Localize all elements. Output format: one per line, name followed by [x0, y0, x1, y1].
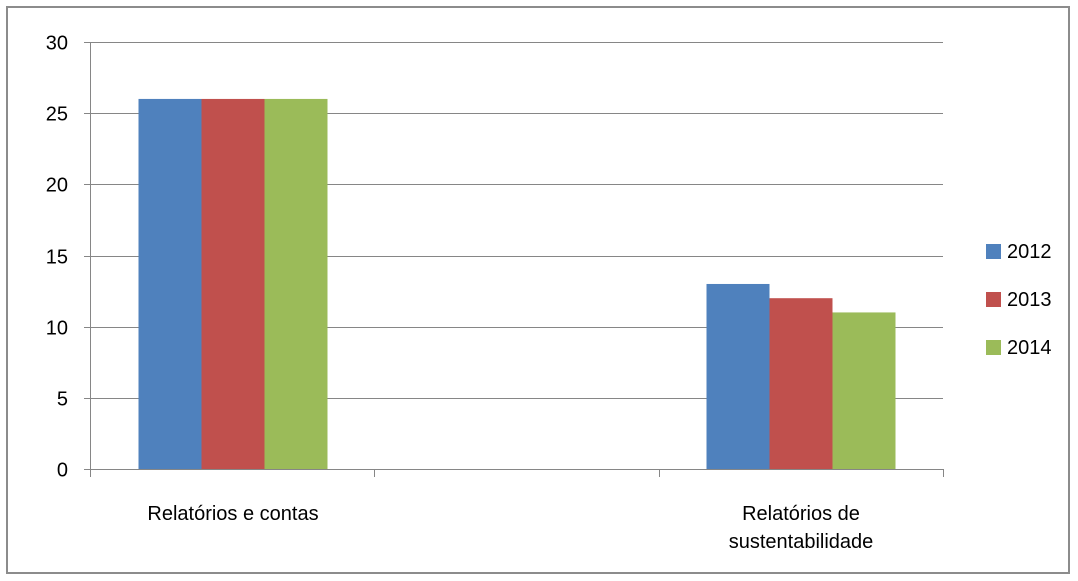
bars	[138, 98, 896, 469]
legend-label-2012: 2012	[1007, 241, 1052, 263]
axes: 0 5 10 15 20 25 30 Relatórios e contas Relatório…	[46, 33, 944, 553]
bar-2014-1	[832, 312, 896, 469]
legend-label-2013: 2013	[1007, 289, 1052, 311]
y-tick-label: 20	[46, 175, 68, 197]
category-label: Relatórios de	[742, 503, 860, 525]
bar-2013-0	[201, 98, 265, 469]
bar-2013-1	[769, 298, 833, 469]
bar-2012-0	[138, 98, 202, 469]
category-label: Relatórios e contas	[147, 503, 318, 525]
bar-2012-1	[706, 283, 770, 469]
legend: 2012 2013 2014	[986, 241, 1052, 359]
y-tick-label: 5	[57, 389, 68, 411]
legend-swatch-2014	[986, 340, 1001, 355]
bar-2014-0	[264, 98, 328, 469]
y-tick-label: 10	[46, 318, 68, 340]
y-tick-label: 25	[46, 104, 68, 126]
y-tick-label: 15	[46, 247, 68, 269]
legend-swatch-2012	[986, 244, 1001, 259]
category-label: sustentabilidade	[729, 531, 874, 553]
legend-label-2014: 2014	[1007, 337, 1052, 359]
y-tick-label: 30	[46, 33, 68, 55]
y-tick-label: 0	[57, 460, 68, 482]
legend-swatch-2013	[986, 292, 1001, 307]
